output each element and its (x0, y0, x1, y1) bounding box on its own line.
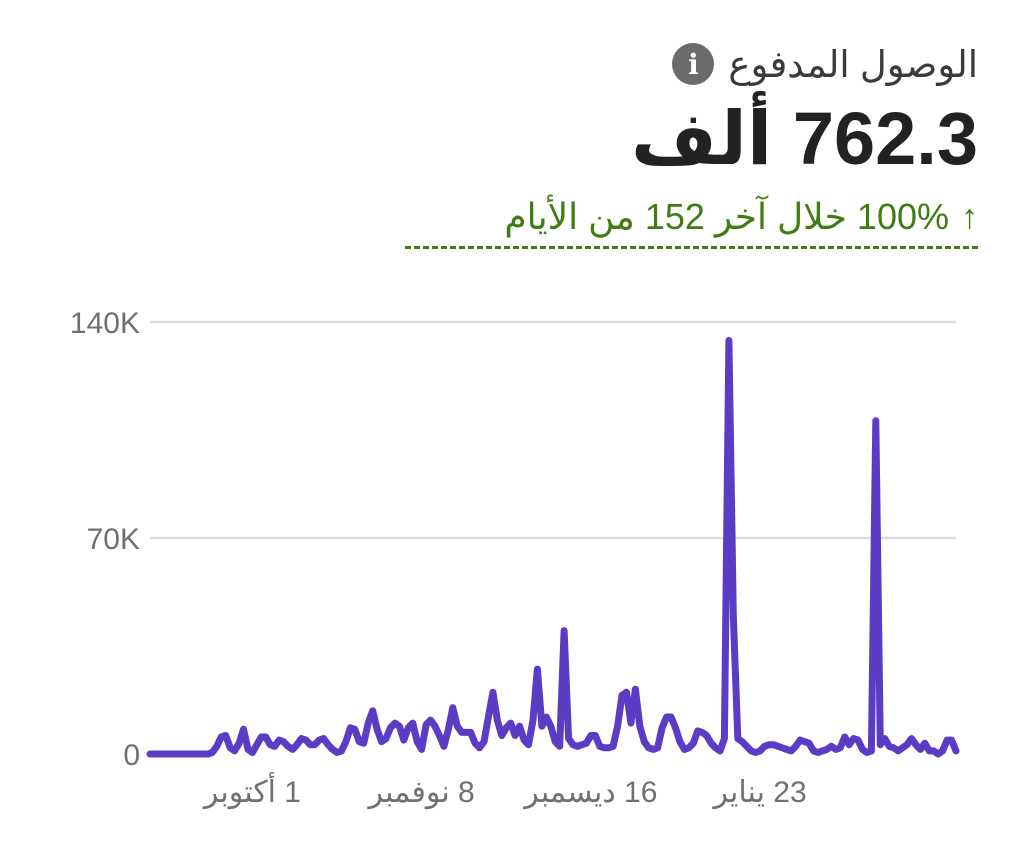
x-tick-label: 16 ديسمبر (522, 776, 657, 809)
x-tick-label: 23 يناير (711, 776, 806, 809)
change-indicator[interactable]: ↑ 100% خلال آخر 152 من الأيام (405, 196, 978, 249)
y-tick-label: 140K (70, 307, 140, 340)
x-tick-label: 8 نوفمبر (367, 776, 475, 809)
y-axis-ticks: 0 70K 140K (70, 307, 140, 772)
series-layer (146, 337, 960, 758)
info-icon[interactable]: i (672, 43, 715, 85)
metric-label: الوصول المدفوع (728, 43, 978, 85)
metric-value: 762.3 ألف (630, 97, 978, 180)
x-tick-label: 1 أكتوبر (202, 771, 301, 809)
y-tick-label: 0 (123, 739, 140, 772)
grid-lines (150, 320, 956, 540)
change-text: 100% خلال آخر 152 من الأيام (504, 196, 949, 237)
y-tick-label: 70K (87, 523, 140, 556)
x-axis-ticks: 1 أكتوبر 8 نوفمبر 16 ديسمبر 23 يناير (202, 771, 807, 809)
up-arrow-icon: ↑ (961, 197, 978, 236)
series-line (146, 337, 960, 758)
metric-title-row: الوصول المدفوع i (405, 36, 978, 92)
metric-header: الوصول المدفوع i 762.3 ألف ↑ 100% خلال آ… (405, 36, 978, 249)
